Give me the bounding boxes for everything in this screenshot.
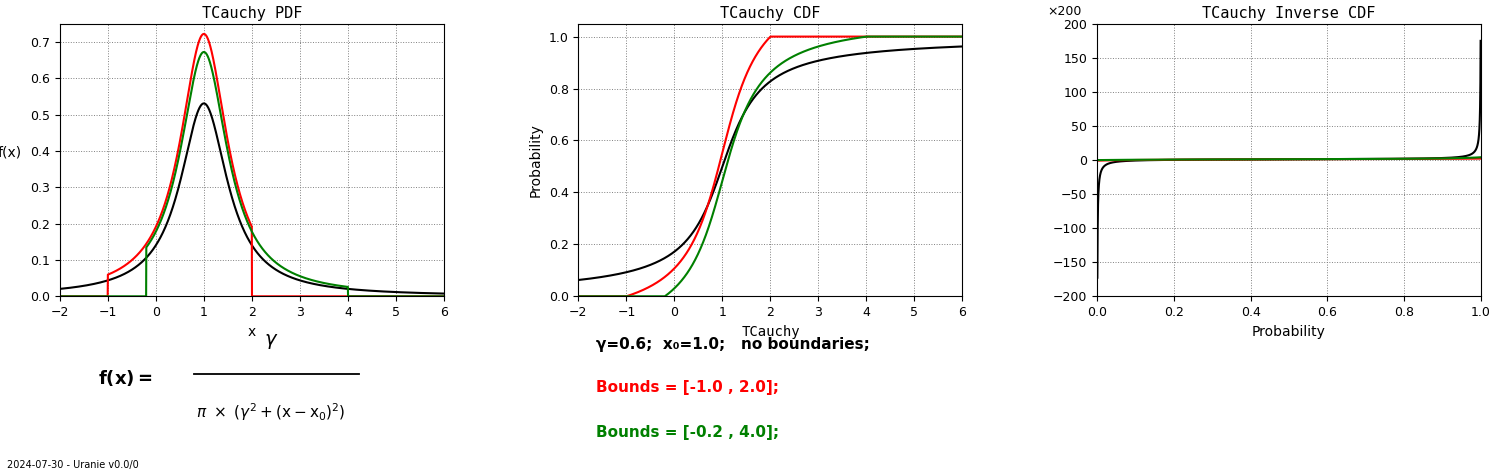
Y-axis label: f(x): f(x) [0,146,21,160]
X-axis label: x: x [248,325,256,338]
X-axis label: Probability: Probability [1252,325,1325,338]
Text: 2024-07-30 - Uranie v0.0/0: 2024-07-30 - Uranie v0.0/0 [7,460,139,470]
Text: ×200: ×200 [1047,5,1082,18]
Title: TCauchy PDF: TCauchy PDF [202,6,302,21]
Text: $\gamma$: $\gamma$ [263,332,278,351]
Text: γ=0.6;  x₀=1.0;   no boundaries;: γ=0.6; x₀=1.0; no boundaries; [597,337,871,352]
Title: TCauchy Inverse CDF: TCauchy Inverse CDF [1203,6,1376,21]
Text: Bounds = [-1.0 , 2.0];: Bounds = [-1.0 , 2.0]; [597,380,779,395]
Text: $\pi\ \times\ (\gamma^2+(\mathrm{x}-\mathrm{x_0})^2)$: $\pi\ \times\ (\gamma^2+(\mathrm{x}-\mat… [196,401,346,423]
Y-axis label: Probability: Probability [530,123,543,197]
Title: TCauchy CDF: TCauchy CDF [720,6,821,21]
X-axis label: TCauchy: TCauchy [741,325,800,338]
Text: $\bf{f(x) =}$: $\bf{f(x) =}$ [99,368,153,388]
Text: Bounds = [-0.2 , 4.0];: Bounds = [-0.2 , 4.0]; [597,425,779,440]
